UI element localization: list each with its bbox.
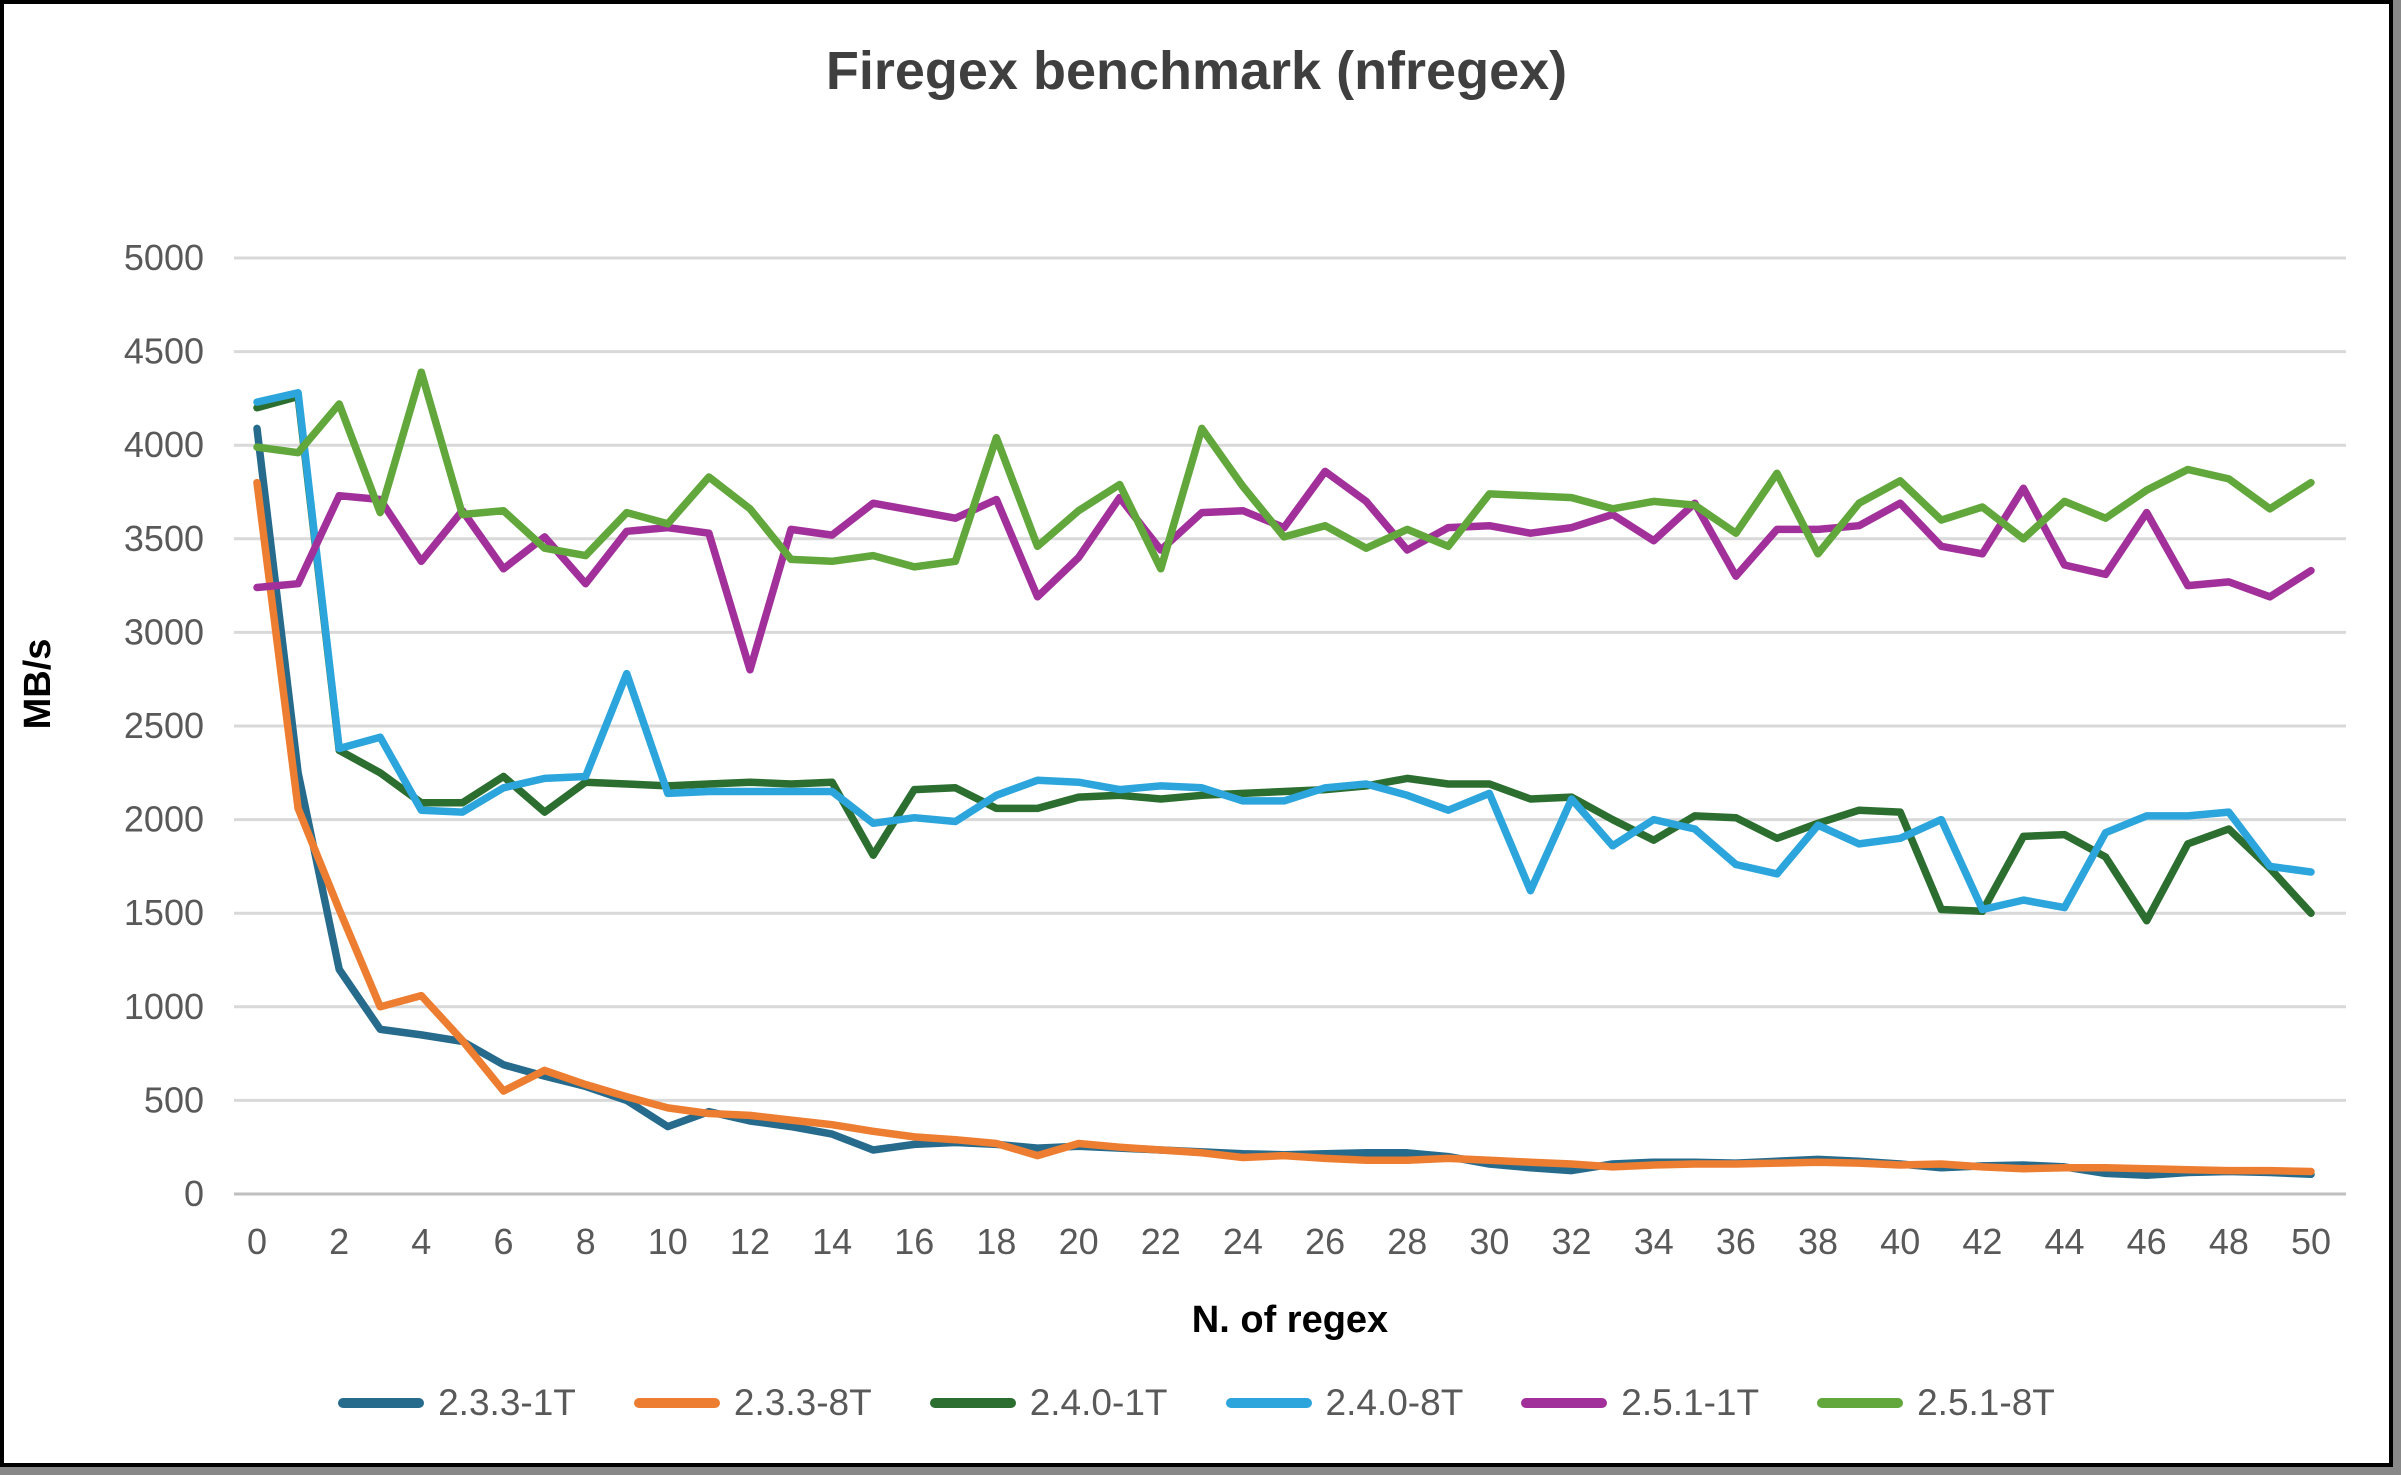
legend-swatch-icon xyxy=(633,1398,720,1408)
x-tick-label: 30 xyxy=(1469,1221,1509,1262)
legend-item-2.4.0-8T: 2.4.0-8T xyxy=(1225,1382,1464,1424)
legend-label: 2.3.3-8T xyxy=(733,1382,872,1423)
legend-swatch-icon xyxy=(338,1398,425,1408)
legend-item-2.3.3-1T: 2.3.3-1T xyxy=(338,1382,576,1424)
x-tick-label: 6 xyxy=(493,1221,513,1262)
y-tick-label: 2000 xyxy=(124,799,204,840)
y-tick-label: 3000 xyxy=(124,611,204,652)
x-tick-label: 10 xyxy=(648,1221,688,1262)
legend-label: 2.4.0-1T xyxy=(1029,1382,1168,1423)
x-tick-label: 14 xyxy=(812,1221,852,1262)
series-line-2.5.1-8T xyxy=(253,368,2315,573)
x-tick-label: 38 xyxy=(1798,1221,1838,1262)
legend-item-2.5.1-1T: 2.5.1-1T xyxy=(1521,1382,1759,1424)
x-axis-title: N. of regex xyxy=(1191,1299,1389,1341)
y-tick-label: 0 xyxy=(184,1173,204,1214)
y-tick-label: 1000 xyxy=(124,986,204,1027)
x-tick-label: 20 xyxy=(1059,1221,1099,1262)
x-tick-label: 8 xyxy=(576,1221,596,1262)
x-tick-label: 44 xyxy=(2044,1221,2084,1262)
y-tick-label: 5000 xyxy=(124,237,204,278)
y-tick-label: 4000 xyxy=(124,424,204,465)
series-line-2.4.0-1T xyxy=(253,392,2315,925)
legend-item-2.3.3-8T: 2.3.3-8T xyxy=(633,1382,872,1424)
legend-label: 2.3.3-1T xyxy=(438,1382,576,1423)
x-tick-label: 0 xyxy=(247,1221,267,1262)
x-tick-label: 22 xyxy=(1141,1221,1181,1262)
legend-item-2.5.1-8T: 2.5.1-8T xyxy=(1817,1382,2055,1424)
y-tick-label: 2500 xyxy=(124,705,204,746)
x-tick-label: 2 xyxy=(329,1221,349,1262)
legend-swatch-icon xyxy=(929,1398,1016,1408)
x-tick-label: 26 xyxy=(1305,1221,1345,1262)
legend-label: 2.5.1-8T xyxy=(1917,1382,2055,1423)
y-tick-label: 1500 xyxy=(124,892,204,933)
x-tick-label: 24 xyxy=(1223,1221,1263,1262)
y-tick-label: 3500 xyxy=(124,518,204,559)
x-tick-label: 28 xyxy=(1387,1221,1427,1262)
x-tick-label: 46 xyxy=(2127,1221,2167,1262)
legend-label: 2.5.1-1T xyxy=(1621,1382,1760,1423)
y-tick-label: 4500 xyxy=(124,331,204,372)
x-tick-label: 4 xyxy=(411,1221,431,1262)
x-tick-label: 36 xyxy=(1716,1221,1756,1262)
x-tick-label: 34 xyxy=(1634,1221,1674,1262)
line-chart: 0500100015002000250030003500400045005000… xyxy=(124,237,2346,1262)
x-tick-label: 50 xyxy=(2291,1221,2331,1262)
legend-swatch-icon xyxy=(1521,1398,1608,1408)
x-tick-label: 16 xyxy=(894,1221,934,1262)
x-tick-label: 18 xyxy=(976,1221,1016,1262)
legend-item-2.4.0-1T: 2.4.0-1T xyxy=(929,1382,1168,1424)
legend: 2.3.3-1T 2.3.3-8T 2.4.0-1T 2.4.0-8T 2.5.1-1T… xyxy=(4,1382,2389,1424)
x-tick-label: 32 xyxy=(1552,1221,1592,1262)
series-line-2.3.3-8T xyxy=(253,478,2315,1176)
series-line-2.5.1-1T xyxy=(253,467,2315,674)
chart-title: Firegex benchmark (nfregex) xyxy=(825,41,1568,101)
x-tick-label: 42 xyxy=(1962,1221,2002,1262)
x-tick-label: 40 xyxy=(1880,1221,1920,1262)
legend-swatch-icon xyxy=(1225,1398,1312,1408)
legend-swatch-icon xyxy=(1817,1398,1904,1408)
series-line-2.4.0-8T xyxy=(253,389,2315,914)
x-tick-label: 12 xyxy=(730,1221,770,1262)
legend-label: 2.4.0-8T xyxy=(1325,1382,1464,1423)
x-tick-label: 48 xyxy=(2209,1221,2249,1262)
y-tick-label: 500 xyxy=(144,1079,204,1120)
